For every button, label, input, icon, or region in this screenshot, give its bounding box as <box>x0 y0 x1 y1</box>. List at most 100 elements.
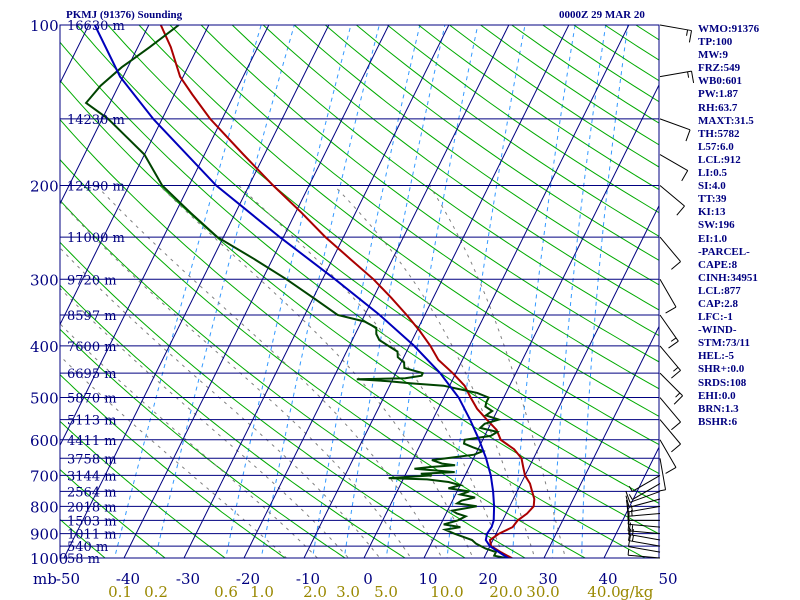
dry-adiabat <box>262 25 659 311</box>
temperature-label: -20 <box>236 570 260 588</box>
index-item: CAP:2.8 <box>698 297 739 310</box>
mixing-ratio-line <box>154 25 295 558</box>
index-item: BRN:1.3 <box>698 402 739 415</box>
wind-feather <box>671 421 681 431</box>
wind-feather <box>659 489 666 492</box>
wind-barb <box>659 70 695 84</box>
index-item: -WIND- <box>698 324 737 337</box>
moist-adiabat <box>95 185 443 558</box>
height-label: 9720 m <box>67 273 117 288</box>
temperature-line <box>159 25 536 558</box>
isotherm <box>363 25 630 558</box>
wind-feather <box>685 129 691 142</box>
wind-barb <box>659 314 679 349</box>
isotherm <box>303 25 570 558</box>
wind-barb <box>625 495 661 508</box>
index-item: PW:1.87 <box>698 88 739 101</box>
height-label: 2018 m <box>67 500 117 515</box>
pressure-label: 800 <box>30 498 59 516</box>
wind-feather <box>625 499 629 512</box>
index-item: MAXT:31.5 <box>698 114 754 127</box>
wind-shaft <box>632 483 661 500</box>
mixing-ratio-line <box>446 25 526 558</box>
dry-adiabat <box>60 328 347 558</box>
height-label: 3144 m <box>67 469 117 484</box>
wind-feather <box>631 535 634 542</box>
mixing-ratio-line <box>385 25 479 558</box>
index-item: CAPE:8 <box>698 258 738 271</box>
dry-adiabat <box>60 468 166 558</box>
parcel-line <box>93 25 511 558</box>
moist-adiabat <box>60 323 319 558</box>
height-label: 3758 m <box>67 452 117 467</box>
mixing-ratio-label: 0.2 <box>144 583 168 600</box>
height-label: 4411 m <box>67 434 117 449</box>
mixing-ratio-line <box>311 25 421 558</box>
height-label: 14230 m <box>67 113 125 128</box>
index-item: TH:5782 <box>698 127 740 140</box>
mixing-ratio-line <box>343 25 446 558</box>
mixing-ratio-label: 30.0 <box>526 583 559 600</box>
index-item: KI:13 <box>698 206 726 219</box>
wind-barb <box>659 185 685 216</box>
wind-barb <box>659 458 667 492</box>
wind-shaft <box>659 458 667 490</box>
wind-shaft <box>659 314 679 342</box>
mixing-ratio-label: 0.6 <box>214 583 238 600</box>
wind-feather <box>628 485 633 492</box>
isotherm <box>123 25 390 558</box>
stability-indices: WMO:91376 TP:100 MW:9 FRZ:549 WB0:601 PW:1.87… <box>698 23 759 429</box>
height-label: 2564 m <box>67 485 117 500</box>
dry-adiabat <box>60 518 106 558</box>
wind-feather <box>631 525 634 532</box>
height-label: 11000 m <box>67 231 125 246</box>
index-item: MW:9 <box>698 49 728 62</box>
pressure-label: 900 <box>30 526 59 544</box>
index-item: STM:73/11 <box>698 337 750 350</box>
wind-barb <box>625 490 661 503</box>
wind-shaft <box>659 397 681 423</box>
index-item: EHI:0.0 <box>698 389 736 402</box>
wind-shaft <box>659 279 677 308</box>
moist-adiabat <box>60 355 288 558</box>
wind-shaft <box>632 475 661 492</box>
wind-feather <box>671 261 681 270</box>
dry-adiabat <box>60 158 587 558</box>
wind-shaft <box>659 24 692 32</box>
wind-shaft <box>659 419 681 445</box>
wind-feather <box>671 443 681 453</box>
dry-adiabat <box>60 284 407 558</box>
isotherm <box>60 25 210 326</box>
wind-feather <box>627 512 630 525</box>
isotherm <box>183 25 450 558</box>
index-item: LFC:-1 <box>698 311 733 324</box>
wind-feather <box>673 395 683 405</box>
wind-shaft <box>628 533 661 541</box>
pressure-label: 600 <box>30 432 59 450</box>
temperature-label: 40 <box>598 570 617 588</box>
pressure-label: 500 <box>30 390 59 408</box>
wind-barb <box>628 475 661 492</box>
moist-adiabat <box>159 185 474 558</box>
height-label: 1011 m <box>67 528 117 543</box>
wind-shaft <box>629 490 661 503</box>
wind-feather <box>628 494 633 500</box>
moist-adiabat <box>333 185 536 558</box>
wind-feather <box>665 306 677 314</box>
index-item: TP:100 <box>698 36 733 49</box>
dry-adiabat <box>107 25 659 446</box>
plot-frame <box>59 24 660 559</box>
x-unit-label: mb <box>33 570 57 588</box>
temperature-label: -40 <box>116 570 140 588</box>
wind-shaft <box>628 546 661 553</box>
wind-feather <box>625 490 631 503</box>
mixing-ratio-label: 20.0 <box>489 583 522 600</box>
temperature-label: 50 <box>658 570 677 588</box>
moist-adiabat <box>60 247 381 558</box>
dewpoint-line <box>84 25 509 558</box>
pressure-label: 700 <box>30 467 59 485</box>
index-item: SRDS:108 <box>698 376 747 389</box>
index-item: EI:1.0 <box>698 232 728 245</box>
height-label: 540 m <box>67 540 108 555</box>
